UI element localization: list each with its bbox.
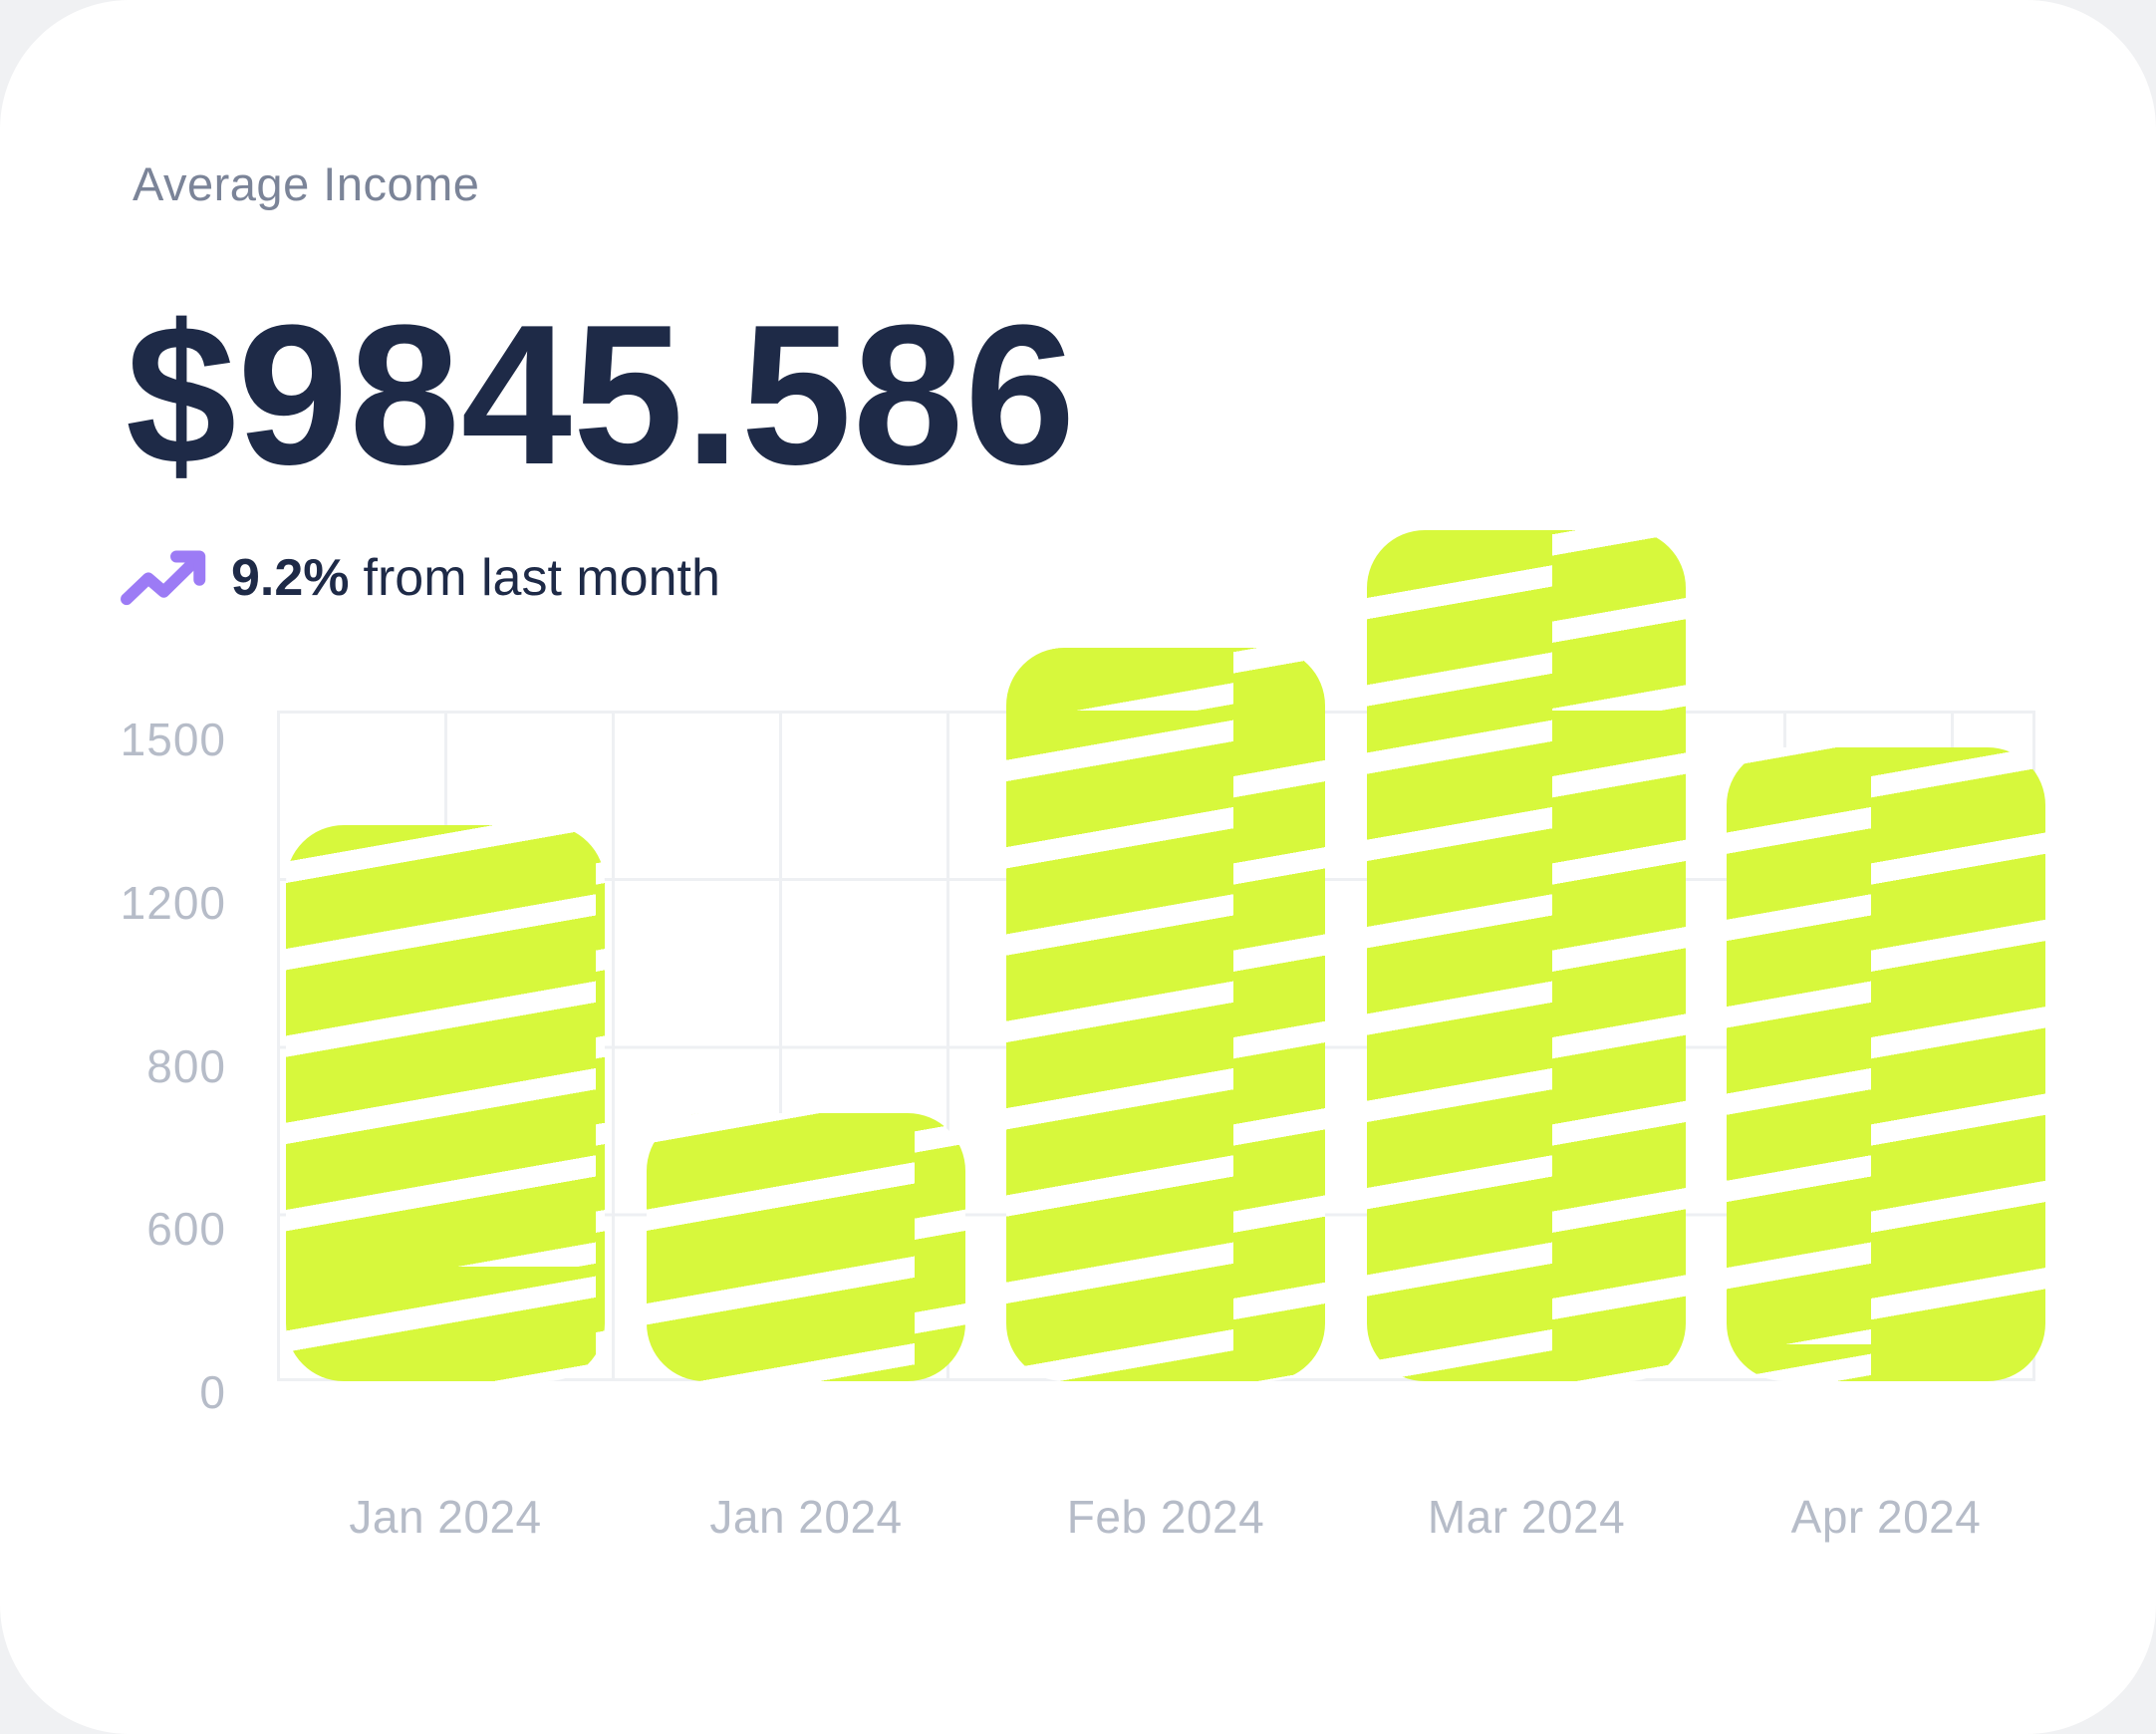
income-amount: $9845.586	[126, 284, 1077, 506]
y-axis-label: 0	[199, 1366, 226, 1418]
x-axis-label: Jan 2024	[349, 1491, 542, 1543]
trend-percentage: 9.2%	[231, 549, 350, 607]
trend-indicator: 9.2% from last month	[120, 546, 720, 610]
plot-area: Jan 2024 Jan 2024 Feb 2024 Mar 2024 Apr 2024	[277, 530, 2045, 1542]
y-axis-label: 600	[146, 1203, 226, 1256]
chart-bar	[647, 1113, 965, 1381]
chart-bar	[1727, 747, 2045, 1381]
trend-suffix: from last month	[363, 549, 720, 607]
card-title: Average Income	[133, 157, 480, 210]
trend-text: 9.2% from last month	[231, 552, 720, 604]
chart-bar	[1006, 648, 1325, 1381]
x-axis-label: Apr 2024	[1790, 1491, 1982, 1543]
x-axis-label: Jan 2024	[709, 1491, 903, 1543]
trending-up-icon	[121, 550, 206, 606]
y-axis-label: 1500	[120, 714, 226, 765]
y-axis-labels: 1500 1200 800 600 0	[0, 711, 226, 1417]
y-axis-label: 1200	[120, 876, 226, 929]
y-axis-label: 800	[146, 1039, 226, 1092]
x-axis-label: Feb 2024	[1066, 1491, 1265, 1543]
x-axis-label: Mar 2024	[1427, 1491, 1626, 1543]
chart-bar	[286, 825, 605, 1381]
chart-bar	[1367, 530, 1686, 1381]
